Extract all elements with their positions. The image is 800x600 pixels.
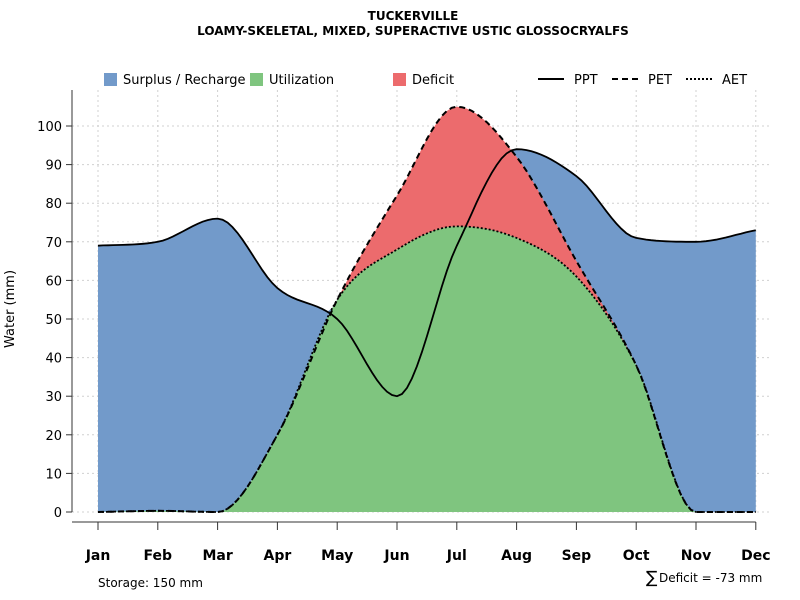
y-tick-label: 0 (54, 506, 62, 521)
x-tick-label-jun: Jun (383, 548, 409, 564)
x-tick-label-oct: Oct (623, 548, 650, 564)
y-tick-label: 10 (45, 467, 62, 482)
x-tick-label-sep: Sep (562, 548, 592, 564)
plot-area (72, 90, 770, 513)
legend-swatch-deficit (393, 73, 406, 86)
x-tick-label-jan: Jan (85, 548, 111, 564)
pet-line (97, 105, 756, 513)
y-tick-label: 20 (45, 429, 62, 444)
legend-label-ppt: PPT (574, 73, 598, 88)
y-tick-label: 50 (45, 313, 62, 328)
legend-label-deficit: Deficit (412, 73, 454, 88)
legend-label-utilization: Utilization (269, 73, 334, 88)
legend-label-aet: AET (722, 73, 747, 88)
legend-label-surplus-recharge: Surplus / Recharge (123, 73, 246, 88)
deficit-annotation: Deficit = -73 mm (659, 571, 762, 585)
x-tick-label-dec: Dec (741, 548, 770, 564)
y-tick-label: 80 (45, 197, 62, 212)
x-tick-label-mar: Mar (202, 548, 232, 564)
x-tick-label-apr: Apr (264, 548, 292, 564)
legend-swatch-surplus-recharge (104, 73, 117, 86)
legend-swatch-utilization (250, 73, 263, 86)
y-tick-label: 60 (45, 274, 62, 289)
y-tick-label: 100 (37, 120, 62, 135)
y-tick-label: 40 (45, 352, 62, 367)
utilization-area (98, 226, 756, 512)
axes: 0 10 20 30 40 50 60 70 80 90 100 Jan Feb Mar Apr May Jun… (37, 90, 771, 564)
aet-line (97, 225, 756, 513)
sum-symbol: ∑ (646, 568, 658, 588)
y-tick-label: 30 (45, 390, 62, 405)
x-tick-label-nov: Nov (681, 548, 711, 564)
legend: Surplus / Recharge Utilization Deficit PPT P… (104, 73, 747, 88)
x-tick-label-may: May (321, 548, 353, 564)
deficit-area (98, 106, 756, 512)
storage-annotation: Storage: 150 mm (98, 576, 203, 590)
x-tick-label-aug: Aug (501, 548, 532, 564)
y-tick-label: 90 (45, 159, 62, 174)
y-tick-label: 70 (45, 236, 62, 251)
chart-title: TUCKERVILLE (368, 9, 459, 23)
y-axis-title: Water (mm) (3, 270, 18, 348)
ppt-line (97, 148, 756, 398)
x-tick-label-feb: Feb (144, 548, 173, 564)
legend-label-pet: PET (648, 73, 672, 88)
x-tick-label-jul: Jul (446, 548, 467, 564)
chart-subtitle: LOAMY-SKELETAL, MIXED, SUPERACTIVE USTIC… (197, 24, 629, 38)
